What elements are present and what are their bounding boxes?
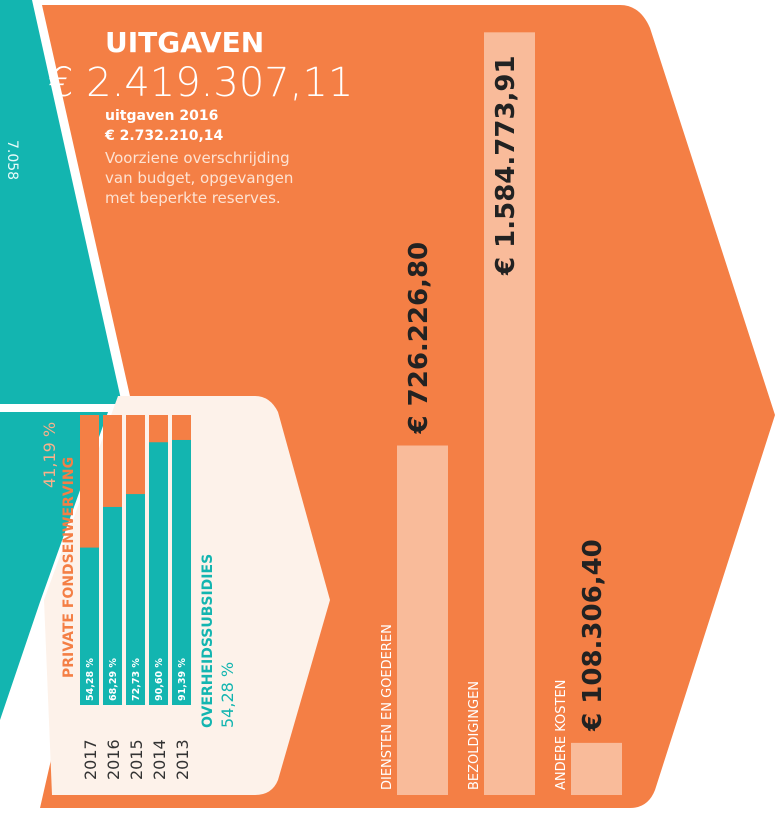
title: UITGAVEN bbox=[105, 26, 264, 59]
bar-value-label: € 726.226,80 bbox=[404, 242, 434, 435]
note-line: van budget, opgevangen bbox=[105, 169, 293, 187]
bar-value-label: 91,39 % bbox=[177, 658, 188, 701]
bar bbox=[397, 445, 448, 795]
bar bbox=[484, 32, 535, 795]
prev-total: € 2.732.210,14 bbox=[104, 128, 224, 144]
side-number: 7.058 bbox=[4, 140, 20, 180]
teal-panel bbox=[0, 0, 122, 404]
bar-segment bbox=[126, 494, 145, 705]
bar-value-label: 68,29 % bbox=[108, 658, 119, 701]
bar-segment bbox=[103, 506, 122, 705]
bar-segment bbox=[80, 547, 99, 705]
legend-label: OVERHEIDSSUBSIDIES bbox=[200, 554, 216, 728]
bar-value-label: 90,60 % bbox=[154, 658, 165, 701]
year-label: 2016 bbox=[104, 739, 123, 780]
note-line: Voorziene overschrijding bbox=[105, 149, 290, 167]
legend-label: PRIVATE FONDSENWERVING bbox=[61, 457, 77, 678]
year-label: 2014 bbox=[150, 739, 169, 780]
bar-segment bbox=[149, 442, 168, 705]
bar-value-label: 72,73 % bbox=[131, 658, 142, 701]
legend-value: 41,19 % bbox=[40, 422, 59, 488]
bar-category-label: ANDERE KOSTEN bbox=[554, 680, 569, 790]
total: € 2.419.307,11 bbox=[48, 60, 353, 106]
bar-value-label: € 1.584.773,91 bbox=[491, 55, 521, 276]
legend-value: 54,28 % bbox=[218, 662, 237, 728]
year-label: 2017 bbox=[81, 739, 100, 780]
prev-label: uitgaven 2016 bbox=[105, 108, 218, 124]
year-label: 2015 bbox=[127, 739, 146, 780]
bar-segment bbox=[172, 439, 191, 705]
teal-panel-lower bbox=[0, 412, 108, 720]
bar-category-label: DIENSTEN EN GOEDEREN bbox=[380, 624, 395, 790]
bar-value-label: € 108.306,40 bbox=[578, 539, 608, 732]
bar-category-label: BEZOLDIGINGEN bbox=[467, 681, 482, 790]
bar bbox=[571, 742, 622, 795]
year-label: 2013 bbox=[173, 739, 192, 780]
note-line: met beperkte reserves. bbox=[105, 189, 281, 207]
bar-value-label: 54,28 % bbox=[85, 658, 96, 701]
